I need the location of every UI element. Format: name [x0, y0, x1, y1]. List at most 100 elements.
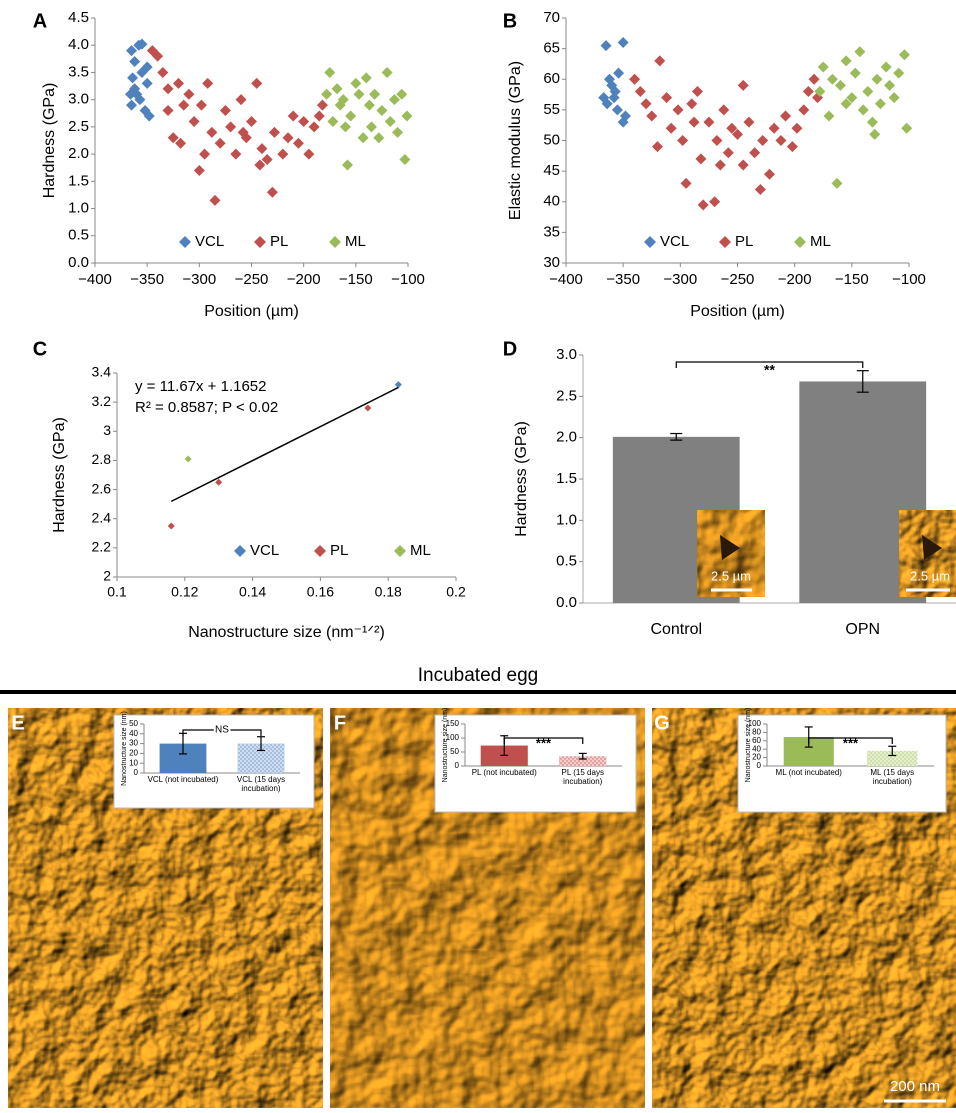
point — [709, 196, 721, 208]
legend-marker — [394, 545, 406, 557]
y-tick-label: 2.2 — [92, 539, 112, 555]
x-tick-label: 0.14 — [239, 584, 266, 600]
point — [308, 121, 320, 133]
point — [737, 79, 749, 91]
y-axis-title: Hardness (GPa) — [41, 83, 58, 199]
point — [277, 148, 289, 160]
x-tick-label: ML (not incubated) — [775, 768, 842, 777]
point — [665, 122, 677, 134]
point — [209, 194, 221, 206]
point — [399, 154, 411, 166]
y-tick-label: 80 — [752, 728, 761, 737]
y-axis-title: Nanostructure size (nm) — [442, 708, 449, 783]
point — [384, 115, 396, 127]
annotation: y = 11.67x + 1.1652 — [135, 378, 267, 395]
x-tick-label: PL (15 days incubation) — [561, 768, 604, 786]
y-tick-label: 4.0 — [68, 36, 89, 53]
point — [167, 522, 175, 530]
legend-label: PL — [735, 233, 753, 250]
panel-label: D — [503, 338, 517, 360]
point — [884, 79, 896, 91]
point — [646, 110, 658, 122]
y-axis-title: Hardness (GPa) — [513, 421, 530, 537]
panel: B 30 35 40 45 50 55 60 65 70 −400 −350 −300 −250 −200 −… — [503, 9, 926, 320]
y-tick-label: 4.5 — [68, 9, 89, 26]
legend-marker — [254, 236, 266, 248]
y-tick-label: 70 — [543, 9, 560, 26]
error-bar — [578, 752, 587, 760]
point — [893, 67, 905, 79]
x-tick-label-box: VCL (15 days incubation) — [236, 775, 286, 793]
point — [711, 135, 723, 146]
y-tick-label: 45 — [543, 162, 560, 179]
point — [743, 116, 755, 128]
point — [840, 98, 852, 110]
error-bar — [888, 745, 897, 757]
legend-label: ML — [810, 233, 831, 250]
point — [172, 77, 184, 89]
point — [754, 184, 766, 195]
y-axis-title: Nanostructure size (nm) — [745, 708, 752, 783]
point — [817, 61, 829, 73]
panel: C 2 2.2 2.4 2.6 2.8 3 3.2 3.4 0.1 0.12 0.14 0.16 0.18… — [33, 338, 466, 641]
y-tick-label: 2.6 — [92, 480, 112, 496]
point — [381, 66, 393, 78]
x-tick-label: ML (15 days incubation) — [870, 768, 915, 786]
point — [126, 45, 138, 57]
point — [331, 83, 343, 95]
point — [316, 99, 328, 111]
y-tick-label: 2 — [103, 568, 111, 584]
x-tick-label: 0.1 — [107, 584, 127, 600]
y-tick-label: 35 — [543, 223, 560, 240]
point — [714, 159, 726, 171]
panel-label: E — [11, 712, 24, 734]
point — [376, 105, 388, 117]
y-tick-label: 1.0 — [556, 511, 577, 528]
y-tick-label: 0.5 — [556, 553, 577, 570]
point — [360, 72, 372, 84]
significance-label: *** — [843, 735, 859, 750]
y-tick-label: 3.0 — [68, 91, 89, 108]
indent-inset: 2.5 µm — [697, 510, 765, 597]
point — [869, 128, 881, 140]
point — [601, 98, 613, 110]
x-tick-label-box: PL (15 days incubation) — [561, 768, 604, 786]
legend-marker — [179, 236, 191, 248]
point — [193, 164, 205, 176]
legend-marker — [329, 236, 341, 248]
annotation: R² = 0.8587; P < 0.02 — [135, 399, 278, 416]
x-tick-label: VCL (15 days incubation) — [236, 775, 286, 793]
y-axis-title: Elastic modulus (GPa) — [507, 61, 524, 220]
x-tick-label: −400 — [549, 271, 583, 288]
y-tick-label: 0.5 — [68, 227, 89, 244]
point — [901, 122, 913, 134]
point — [251, 77, 263, 89]
point — [188, 115, 200, 127]
y-tick-label: 0.0 — [556, 594, 577, 611]
y-tick-label: 10 — [129, 758, 138, 767]
y-tick-label: 100 — [446, 733, 460, 742]
point — [672, 104, 684, 116]
point — [175, 137, 187, 149]
point — [214, 137, 226, 149]
point — [324, 66, 336, 78]
y-tick-label: 50 — [129, 719, 138, 728]
error-bar — [856, 370, 869, 393]
legend-label: ML — [345, 233, 366, 250]
point — [695, 153, 707, 165]
point — [313, 110, 325, 122]
point — [866, 116, 878, 128]
y-tick-label: 2.8 — [92, 451, 112, 467]
x-tick-label: −350 — [606, 271, 640, 288]
point — [206, 126, 218, 138]
point — [396, 88, 408, 100]
point — [640, 98, 652, 110]
y-tick-label: 2.4 — [92, 509, 112, 525]
point — [199, 148, 211, 160]
point — [880, 61, 892, 73]
y-tick-label: 3.4 — [92, 364, 112, 380]
point — [353, 88, 365, 100]
